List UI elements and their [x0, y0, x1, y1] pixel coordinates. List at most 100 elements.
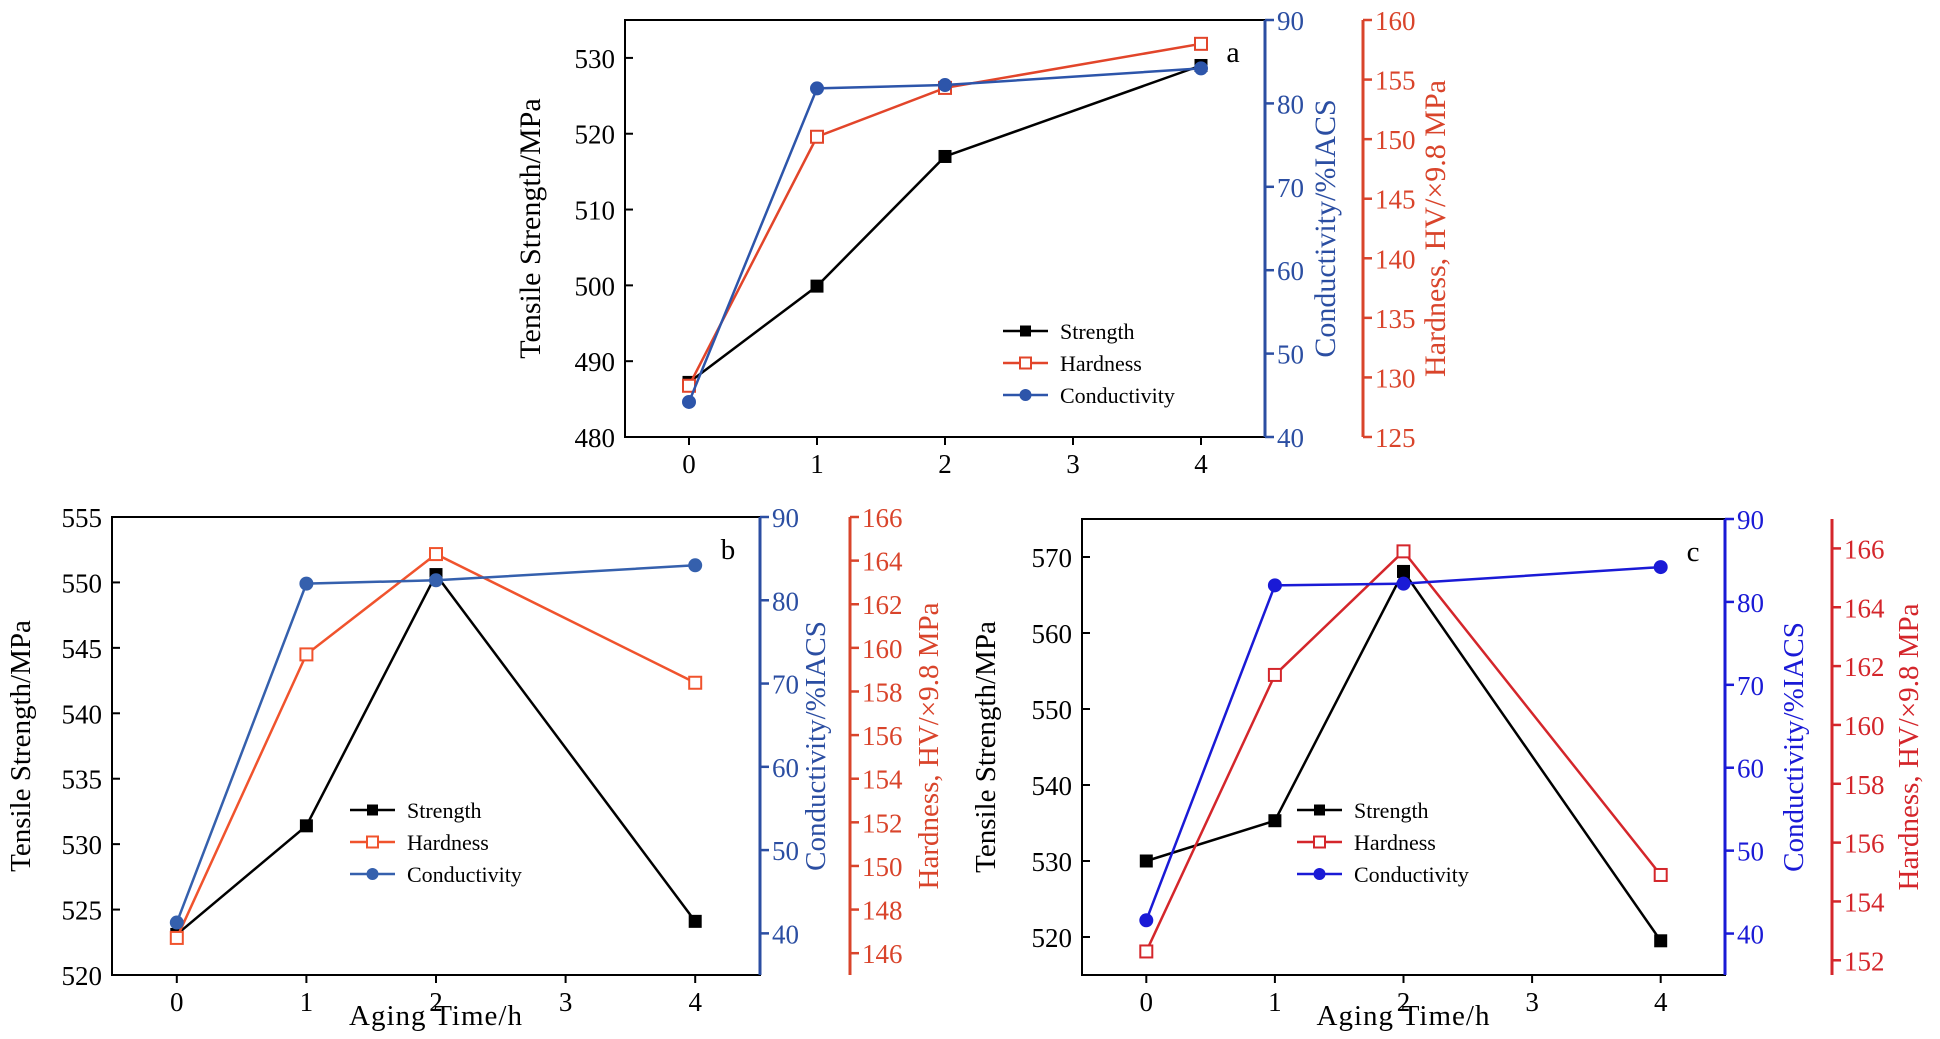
hardness-tick-label: 158 [862, 677, 903, 707]
conductivity-tick-label: 70 [1737, 671, 1764, 701]
conductivity-tick-label: 60 [1277, 256, 1304, 286]
conductivity-tick-label: 50 [1737, 837, 1764, 867]
chart-panel-a: 0 1 2 3 4 480 490 500 510 520 530 Tensile Strength/… [514, 6, 1452, 479]
legend-label: Conductivity [1060, 383, 1175, 408]
hardness-tick-label: 160 [862, 634, 903, 664]
conductivity-axis-title: Conductivity/%IACS [800, 621, 832, 871]
legend-label: Hardness [1354, 830, 1436, 855]
marker-strength [1268, 814, 1282, 828]
left-tick-label: 540 [1032, 771, 1073, 801]
left-tick-label: 530 [575, 44, 616, 74]
x-tick-label: 2 [1397, 987, 1411, 1017]
left-tick-label: 500 [575, 271, 616, 301]
x-tick-label: 3 [1066, 449, 1080, 479]
left-tick-label: 555 [62, 503, 103, 533]
hardness-tick-label: 148 [862, 896, 903, 926]
series-line-strength [1145, 569, 1662, 942]
conductivity-tick-label: 50 [1277, 340, 1304, 370]
hardness-tick-label: 130 [1375, 363, 1416, 393]
x-tick-label: 1 [1268, 987, 1282, 1017]
marker-conductivity [1267, 578, 1282, 593]
conductivity-tick-label: 60 [1737, 754, 1764, 784]
left-tick-label: 545 [62, 634, 103, 664]
hardness-tick-label: 145 [1375, 185, 1416, 215]
marker-conductivity [1139, 913, 1154, 928]
legend-label: Hardness [1060, 351, 1142, 376]
hardness-tick-label: 156 [1844, 829, 1885, 859]
marker-conductivity [169, 915, 184, 930]
hardness-tick-label: 125 [1375, 423, 1416, 453]
x-tick-label: 4 [688, 987, 702, 1017]
legend-marker [367, 804, 378, 816]
marker-strength [1397, 564, 1410, 578]
legend-marker [1313, 868, 1326, 880]
conductivity-axis-title: Conductivity/%IACS [1309, 99, 1342, 357]
left-axis-title: Tensile Strength/MPa [5, 620, 37, 872]
hardness-tick-label: 135 [1375, 304, 1416, 334]
marker-conductivity [682, 394, 696, 409]
marker-strength [688, 914, 702, 928]
hardness-tick-label: 150 [862, 852, 903, 882]
hardness-tick-label: 160 [1844, 711, 1885, 741]
hardness-tick-label: 154 [1844, 887, 1885, 917]
x-tick-label: 4 [1194, 449, 1208, 479]
conductivity-tick-label: 90 [1277, 6, 1304, 36]
panel-label: a [1226, 36, 1239, 69]
marker-strength [1139, 854, 1153, 868]
left-tick-label: 490 [575, 347, 616, 377]
conductivity-tick-label: 40 [1277, 423, 1304, 453]
hardness-tick-label: 152 [862, 808, 903, 838]
hardness-tick-label: 166 [1844, 534, 1885, 564]
hardness-tick-label: 140 [1375, 244, 1416, 274]
series-line-conductivity [1145, 565, 1661, 921]
hardness-tick-label: 156 [862, 721, 903, 751]
conductivity-tick-label: 80 [1277, 89, 1304, 119]
series-line-conductivity [175, 564, 696, 923]
legend-marker [1019, 389, 1032, 401]
x-axis-title: Aging Time/h [1317, 1000, 1491, 1032]
marker-strength [810, 279, 824, 293]
marker-conductivity [810, 81, 824, 96]
series-line-hardness [1145, 549, 1662, 952]
left-tick-label: 520 [1032, 923, 1073, 953]
marker-conductivity [1653, 560, 1668, 575]
marker-strength [938, 149, 952, 163]
marker-strength [299, 819, 313, 833]
hardness-tick-label: 164 [862, 547, 903, 577]
conductivity-tick-label: 80 [1737, 588, 1764, 618]
left-axis-title: Tensile Strength/MPa [514, 98, 547, 358]
x-axis-title: Aging Time/h [349, 1000, 523, 1032]
x-tick-label: 0 [1140, 987, 1154, 1017]
legend-marker [1019, 356, 1032, 370]
hardness-tick-label: 155 [1375, 66, 1416, 96]
x-tick-label: 1 [810, 449, 824, 479]
x-tick-label: 0 [682, 449, 696, 479]
hardness-axis-title: Hardness, HV/×9.8 MPa [1893, 603, 1925, 890]
left-tick-label: 510 [575, 196, 616, 226]
conductivity-tick-label: 40 [772, 919, 799, 949]
hardness-tick-label: 146 [862, 939, 903, 969]
conductivity-tick-label: 40 [1737, 920, 1764, 950]
marker-conductivity [938, 78, 952, 93]
legend-marker [1020, 325, 1031, 337]
conductivity-tick-label: 90 [1737, 505, 1764, 535]
conductivity-tick-label: 90 [772, 503, 799, 533]
left-tick-label: 570 [1032, 543, 1073, 573]
marker-hardness [1267, 667, 1282, 682]
marker-conductivity [1194, 61, 1208, 76]
left-axis-title: Tensile Strength/MPa [970, 621, 1002, 873]
series-line-strength [688, 64, 1202, 384]
hardness-axis-title: Hardness, HV/×9.8 MPa [913, 602, 945, 889]
left-tick-label: 550 [1032, 695, 1073, 725]
legend-marker [366, 868, 379, 880]
marker-hardness [688, 675, 703, 690]
legend-label: Strength [1060, 319, 1135, 344]
marker-hardness [1139, 944, 1154, 959]
left-tick-label: 560 [1032, 619, 1073, 649]
panel-label: b [721, 534, 736, 566]
conductivity-tick-label: 80 [772, 586, 799, 616]
series-line-strength [175, 572, 697, 936]
left-tick-label: 530 [1032, 847, 1073, 877]
x-tick-label: 3 [1525, 987, 1539, 1017]
